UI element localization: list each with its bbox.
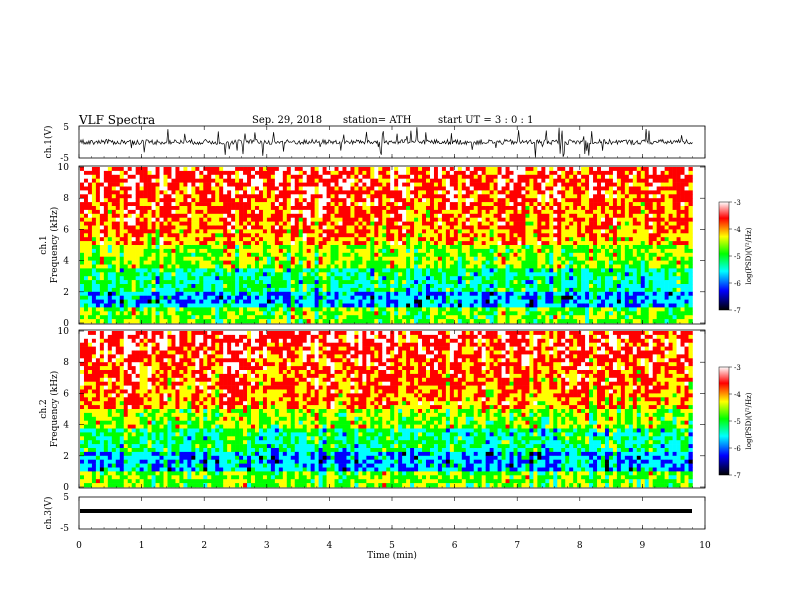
colorbar-tick-label: -5 xyxy=(734,253,741,261)
y-tick-label: 6 xyxy=(63,225,69,235)
y-tick-label: 2 xyxy=(63,288,69,298)
y-tick-label: 0 xyxy=(63,483,69,493)
ch2-spectrogram xyxy=(80,331,693,488)
ch2-colorbar xyxy=(718,366,730,476)
ch1-colorbar xyxy=(718,201,730,311)
x-tick-label: 7 xyxy=(514,541,520,551)
x-axis-label: Time (min) xyxy=(367,550,417,561)
ch1-spec-ylabel-top: ch.1 xyxy=(39,235,49,254)
x-tick-label: 1 xyxy=(139,541,145,551)
x-tick-label: 6 xyxy=(452,541,458,551)
x-tick-label: 4 xyxy=(327,541,333,551)
date-label: Sep. 29, 2018 xyxy=(252,115,323,126)
colorbar-ticks: -3 -4 -5 -6 -7 -3 -4 -5 -6 -7 xyxy=(729,199,741,480)
ch1-waveform-ylabel: ch.1(V) xyxy=(43,126,54,159)
ch1-ytick-bottom: -5 xyxy=(60,154,69,164)
y-tick-label: 10 xyxy=(58,163,70,173)
x-tick-label: 8 xyxy=(577,541,583,551)
ch1-spec-ylabel: Frequency (kHz) xyxy=(49,207,60,284)
ch3-waveform-trace xyxy=(80,509,692,513)
colorbar-tick-label: -7 xyxy=(734,307,741,315)
y-tick-label: 10 xyxy=(58,327,70,337)
ch2-spec-ylabel: Frequency (kHz) xyxy=(49,371,60,448)
y-tick-label: 4 xyxy=(63,257,69,267)
start-time-label: start UT = 3 : 0 : 1 xyxy=(438,115,534,126)
ch2-colorbar-label: log(PSD)(V²/Hz) xyxy=(745,392,753,449)
station-label: station= ATH xyxy=(343,115,412,126)
colorbar-tick-label: -3 xyxy=(734,364,741,372)
ch1-ytick-top: 5 xyxy=(63,123,69,133)
colorbar-tick-label: -4 xyxy=(734,391,741,399)
ch2-spec-ylabel-top: ch.2 xyxy=(39,399,49,418)
y-tick-label: 6 xyxy=(63,389,69,399)
x-tick-label: 0 xyxy=(76,541,82,551)
colorbar-tick-label: -3 xyxy=(734,199,741,207)
x-tick-label: 9 xyxy=(640,541,646,551)
y-tick-label: 2 xyxy=(63,452,69,462)
x-tick-label: 5 xyxy=(389,541,395,551)
ch3-ytick-top: 5 xyxy=(63,493,69,503)
y-tick-label: 8 xyxy=(63,358,69,368)
colorbar-tick-label: -6 xyxy=(734,280,741,288)
colorbar-tick-label: -5 xyxy=(734,418,741,426)
colorbar-tick-label: -7 xyxy=(734,472,741,480)
x-tick-label: 3 xyxy=(264,541,270,551)
chart-title: VLF Spectra xyxy=(79,113,156,127)
ch1-waveform-trace xyxy=(79,127,693,158)
x-tick-label: 2 xyxy=(201,541,207,551)
y-tick-label: 8 xyxy=(63,194,69,204)
ch1-colorbar-label: log(PSD)(V²/Hz) xyxy=(745,227,753,284)
ch1-spectrogram xyxy=(80,167,693,324)
colorbar-tick-label: -6 xyxy=(734,445,741,453)
ch3-ytick-bottom: -5 xyxy=(60,524,69,534)
x-tick-label: 10 xyxy=(699,541,711,551)
y-tick-label: 0 xyxy=(63,319,69,329)
ch3-waveform-ylabel: ch.3(V) xyxy=(43,497,54,530)
colorbar-tick-label: -4 xyxy=(734,226,741,234)
y-tick-label: 4 xyxy=(63,421,69,431)
